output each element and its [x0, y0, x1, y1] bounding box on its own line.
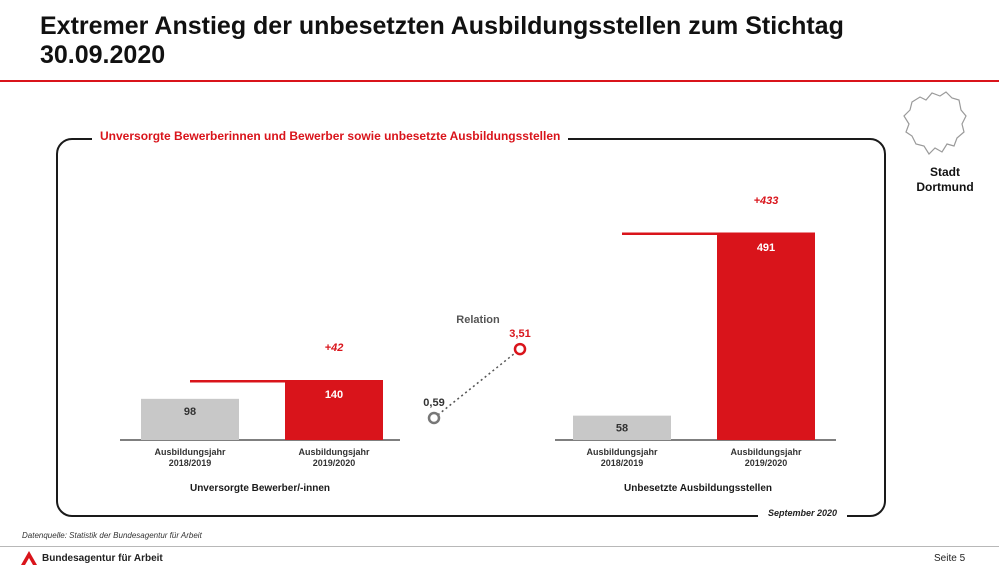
vacancies-category-label: Ausbildungsjahr 2019/2020	[730, 447, 802, 468]
vacancies-bar-2	[717, 233, 815, 440]
applicants-bar-1	[141, 398, 239, 440]
agency-name: Bundesagentur für Arbeit	[42, 553, 163, 564]
footer-divider	[0, 546, 999, 547]
page-title: Extremer Anstieg der unbesetzten Ausbild…	[40, 12, 844, 69]
applicants-category-label: Ausbildungsjahr 2019/2020	[298, 447, 370, 468]
applicants-value-label: 140	[325, 389, 343, 401]
vacancies-value-label: 491	[757, 242, 775, 254]
group-label-vacancies: Unbesetzte Ausbildungsstellen	[624, 483, 772, 494]
group-label-applicants: Unversorgte Bewerber/-innen	[189, 483, 331, 494]
relation-connector	[433, 348, 521, 419]
region-label: Stadt Dortmund	[916, 165, 974, 194]
data-source: Datenquelle: Statistik der Bundesagentur…	[22, 531, 202, 540]
relation-title: Relation	[456, 314, 500, 326]
panel-title: Unversorgte Bewerberinnen und Bewerber s…	[92, 129, 569, 143]
page-number: Seite 5	[934, 553, 966, 564]
vacancies-category-label: Ausbildungsjahr 2018/2019	[586, 447, 658, 468]
relation-point-1	[427, 411, 441, 425]
applicants-category-label: Ausbildungsjahr 2018/2019	[154, 447, 226, 468]
vacancies-bar-1	[573, 415, 671, 440]
dortmund-map-icon	[902, 88, 968, 165]
agency-logo-icon	[20, 550, 38, 571]
applicants-value-label: 98	[184, 406, 196, 418]
vacancies-change-label: +433	[754, 195, 779, 207]
relation-value-2: 3,51	[509, 328, 530, 340]
applicants-bar-2	[285, 381, 383, 440]
title-divider	[0, 80, 999, 82]
vacancies-value-label: 58	[616, 423, 628, 435]
panel-date: September 2020	[758, 508, 848, 518]
relation-value-1: 0,59	[423, 397, 444, 409]
relation-point-2	[513, 342, 527, 356]
applicants-change-label: +42	[325, 342, 344, 354]
